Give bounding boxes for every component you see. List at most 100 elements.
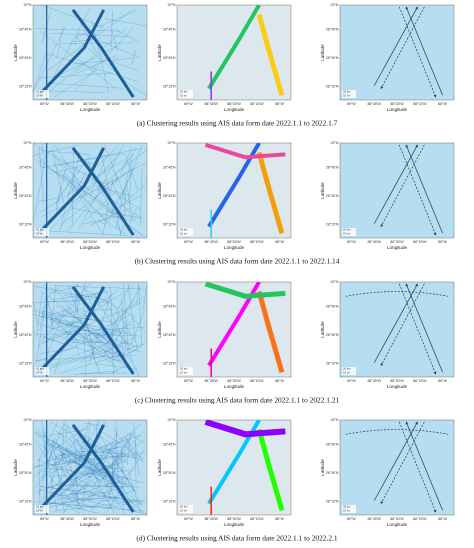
ais-track: [52, 438, 65, 512]
cluster: [204, 420, 286, 438]
scale-label: 20 km: [343, 505, 351, 509]
cluster: [256, 151, 285, 234]
lon-tick-label: 88°45'W: [367, 240, 381, 244]
lat-tick-label: 29°N: [167, 141, 175, 145]
trajectories: [33, 5, 147, 100]
ais-track: [99, 438, 124, 456]
lon-tick-label: 88°15'W: [413, 379, 427, 383]
ais-track: [39, 457, 41, 506]
ais-track: [50, 230, 126, 236]
ais-track: [33, 144, 79, 156]
lon-tick-label: 88°45'W: [204, 379, 218, 383]
lon-tick-label: 88°30'W: [390, 102, 404, 106]
ais-track: [136, 283, 139, 306]
ais-track: [120, 147, 133, 174]
scale-label: 20 km: [343, 367, 351, 371]
lat-tick-label: 28°15'N: [326, 362, 339, 366]
cluster: [207, 5, 261, 90]
ais-track: [75, 27, 127, 73]
scale-label: 20 km: [343, 228, 351, 232]
lat-tick-label: 28°15'N: [163, 223, 176, 227]
ais-track: [45, 286, 61, 299]
x-axis-label: Longitude: [387, 107, 408, 112]
lon-tick-label: 88°45'W: [204, 517, 218, 521]
ais-track: [50, 492, 94, 509]
scale-label: 10 mi: [180, 509, 187, 513]
x-axis-label: Longitude: [80, 522, 101, 527]
ais-track: [102, 179, 113, 235]
ais-track: [90, 467, 135, 512]
lat-tick-label: 28°15'N: [163, 500, 176, 504]
ais-track: [54, 457, 99, 463]
trajectories: [373, 144, 443, 236]
ais-track: [45, 290, 119, 341]
ais-track: [50, 285, 57, 331]
lon-tick-label: 88°30'W: [227, 379, 241, 383]
route-line: [405, 283, 443, 373]
cluster: [256, 13, 285, 96]
y-axis-label: Latitude: [13, 44, 18, 61]
ais-track: [45, 82, 124, 89]
lat-tick-label: 29°N: [167, 3, 175, 7]
ais-track: [67, 449, 113, 506]
ais-track: [40, 150, 90, 155]
ais-track: [96, 177, 120, 192]
ais-track: [41, 420, 47, 461]
ais-track: [52, 150, 65, 205]
ais-track: [38, 72, 113, 79]
ais-track: [127, 283, 138, 351]
scale-box: [179, 505, 193, 513]
lat-tick-label: 28°45'N: [326, 166, 339, 170]
lon-tick-label: 88°15'W: [413, 102, 427, 106]
lon-tick-label: 88°15'W: [106, 240, 120, 244]
main-track: [71, 423, 135, 513]
ais-track: [53, 500, 145, 512]
scale-label: 10 mi: [180, 94, 187, 98]
lon-tick-label: 88°30'W: [390, 240, 404, 244]
ais-track: [70, 155, 119, 212]
ais-track: [74, 437, 79, 512]
trajectories: [204, 420, 286, 515]
ais-track: [104, 296, 140, 377]
cluster: [207, 282, 261, 367]
lat-tick-label: 28°15'N: [326, 500, 339, 504]
ais-track: [41, 148, 142, 169]
ais-track: [111, 27, 118, 52]
ais-track: [104, 311, 120, 354]
ais-track: [120, 468, 143, 506]
ais-track: [36, 449, 73, 468]
ais-track: [71, 207, 136, 222]
ais-track: [56, 439, 78, 500]
ais-track: [55, 165, 67, 212]
y-axis-label: Latitude: [157, 459, 162, 476]
map-background: [32, 4, 148, 101]
scale-label: 10 mi: [343, 371, 350, 375]
lon-tick-label: 88°W: [131, 517, 140, 521]
caption: (a) Clustering results using AIS data fo…: [137, 119, 338, 128]
ais-track: [96, 150, 147, 189]
lat-tick-label: 29°N: [330, 280, 338, 284]
ais-track: [42, 143, 43, 154]
lon-tick-label: 88°15'W: [106, 517, 120, 521]
lon-tick-label: 88°W: [438, 517, 447, 521]
lat-tick-label: 29°N: [167, 280, 175, 284]
ais-track: [64, 282, 87, 347]
ais-track: [47, 8, 135, 71]
map-background: [32, 142, 148, 239]
route-line: [380, 283, 425, 367]
main-track: [71, 285, 135, 375]
ais-track: [47, 283, 92, 328]
y-axis-label: Latitude: [320, 44, 325, 61]
lon-tick-label: 89°W: [347, 517, 356, 521]
trajectories: [204, 143, 286, 238]
ais-track: [125, 147, 137, 166]
ais-track: [143, 285, 147, 310]
ais-track: [54, 345, 65, 375]
ais-track: [56, 458, 120, 497]
cluster: [204, 143, 286, 160]
ais-track: [115, 283, 131, 315]
ais-track: [104, 336, 135, 353]
scale-box: [179, 367, 193, 375]
lon-tick-label: 88°45'W: [60, 102, 74, 106]
